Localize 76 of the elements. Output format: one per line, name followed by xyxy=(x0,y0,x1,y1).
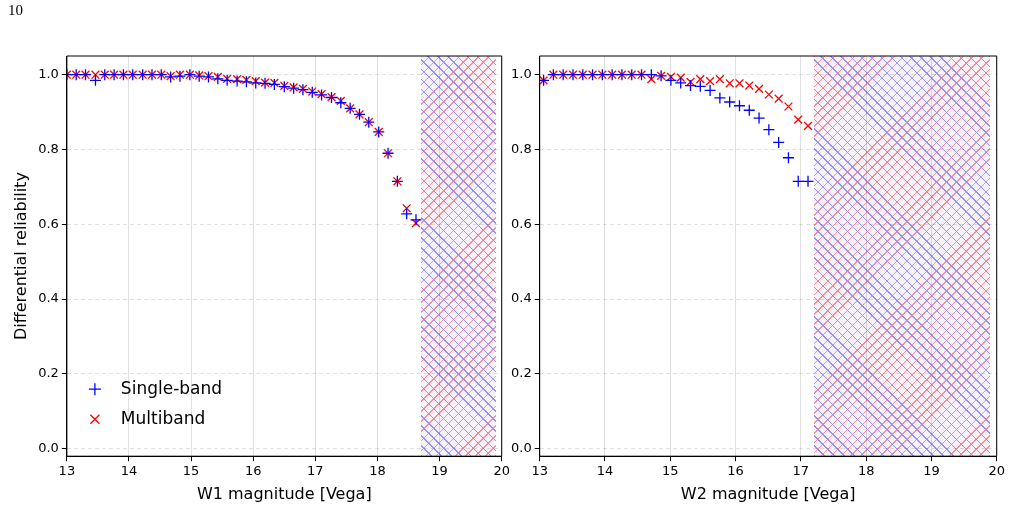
point xyxy=(694,80,707,93)
legend-label: Single-band xyxy=(120,377,223,398)
x-tick-label: 17 xyxy=(792,463,810,479)
x-axis-title: W2 magnitude [Vega] xyxy=(680,483,856,503)
y-tick-label: 0.6 xyxy=(38,215,59,231)
y-axis-title: Differential reliability xyxy=(10,172,30,341)
point xyxy=(666,72,676,82)
point xyxy=(734,78,745,88)
y-tick-label: 0.0 xyxy=(510,440,532,456)
y-tick-label: 1.0 xyxy=(510,66,532,82)
point xyxy=(674,76,687,90)
point xyxy=(764,89,774,100)
y-tick-label: 0.8 xyxy=(510,140,532,156)
point xyxy=(752,111,766,125)
x-tick-label: 19 xyxy=(431,463,448,479)
point xyxy=(411,218,421,228)
point xyxy=(703,84,717,97)
x-tick-label: 20 xyxy=(988,463,1005,479)
point xyxy=(774,94,784,104)
point xyxy=(725,78,735,88)
point xyxy=(685,77,696,87)
point xyxy=(792,175,805,188)
point xyxy=(684,79,697,92)
x-tick-label: 16 xyxy=(244,463,262,479)
point xyxy=(803,121,813,131)
point xyxy=(664,74,678,87)
x-axis-title: W1 magnitude [Vega] xyxy=(196,483,372,503)
x-tick-label: 17 xyxy=(307,463,324,479)
point xyxy=(232,74,242,84)
point xyxy=(793,115,803,125)
x-tick-label: 16 xyxy=(727,463,744,479)
point xyxy=(762,123,776,136)
point xyxy=(89,74,102,87)
x-tick-label: 19 xyxy=(923,463,940,479)
y-tick-label: 0.8 xyxy=(38,140,59,156)
point xyxy=(723,95,736,109)
point xyxy=(230,74,244,88)
x-tick-label: 14 xyxy=(596,463,614,479)
point xyxy=(409,213,423,226)
x-tick-label: 18 xyxy=(857,463,875,479)
point xyxy=(782,151,795,164)
point xyxy=(705,76,715,86)
point xyxy=(801,175,815,188)
y-tick-label: 1.0 xyxy=(38,66,59,82)
point xyxy=(400,207,413,220)
point xyxy=(772,136,785,149)
x-tick-label: 14 xyxy=(120,463,138,479)
text: 10 xyxy=(8,2,23,19)
x-tick-label: 13 xyxy=(531,463,548,479)
point xyxy=(645,68,658,81)
point xyxy=(646,74,656,84)
y-tick-label: 0.6 xyxy=(510,215,532,231)
x-tick-label: 15 xyxy=(182,463,200,479)
x-tick-label: 13 xyxy=(58,463,76,479)
point xyxy=(249,76,262,90)
y-tick-label: 0.2 xyxy=(38,365,59,381)
x-tick-label: 15 xyxy=(661,463,679,479)
y-tick-label: 0.4 xyxy=(38,290,59,306)
y-tick-label: 0.0 xyxy=(38,440,59,456)
point xyxy=(743,104,756,117)
y-tick-label: 0.4 xyxy=(510,290,532,306)
point xyxy=(754,84,764,94)
point xyxy=(251,76,261,86)
point xyxy=(715,74,725,84)
point xyxy=(695,74,705,84)
point xyxy=(90,70,100,80)
point xyxy=(676,73,686,83)
point xyxy=(744,81,754,91)
legend-label: Multiband xyxy=(120,407,206,428)
point xyxy=(733,99,746,112)
x-tick-label: 18 xyxy=(369,463,386,479)
point xyxy=(783,101,793,112)
point xyxy=(713,91,727,105)
x-tick-label: 20 xyxy=(493,463,510,479)
point xyxy=(402,203,412,213)
y-tick-label: 0.2 xyxy=(510,365,532,381)
